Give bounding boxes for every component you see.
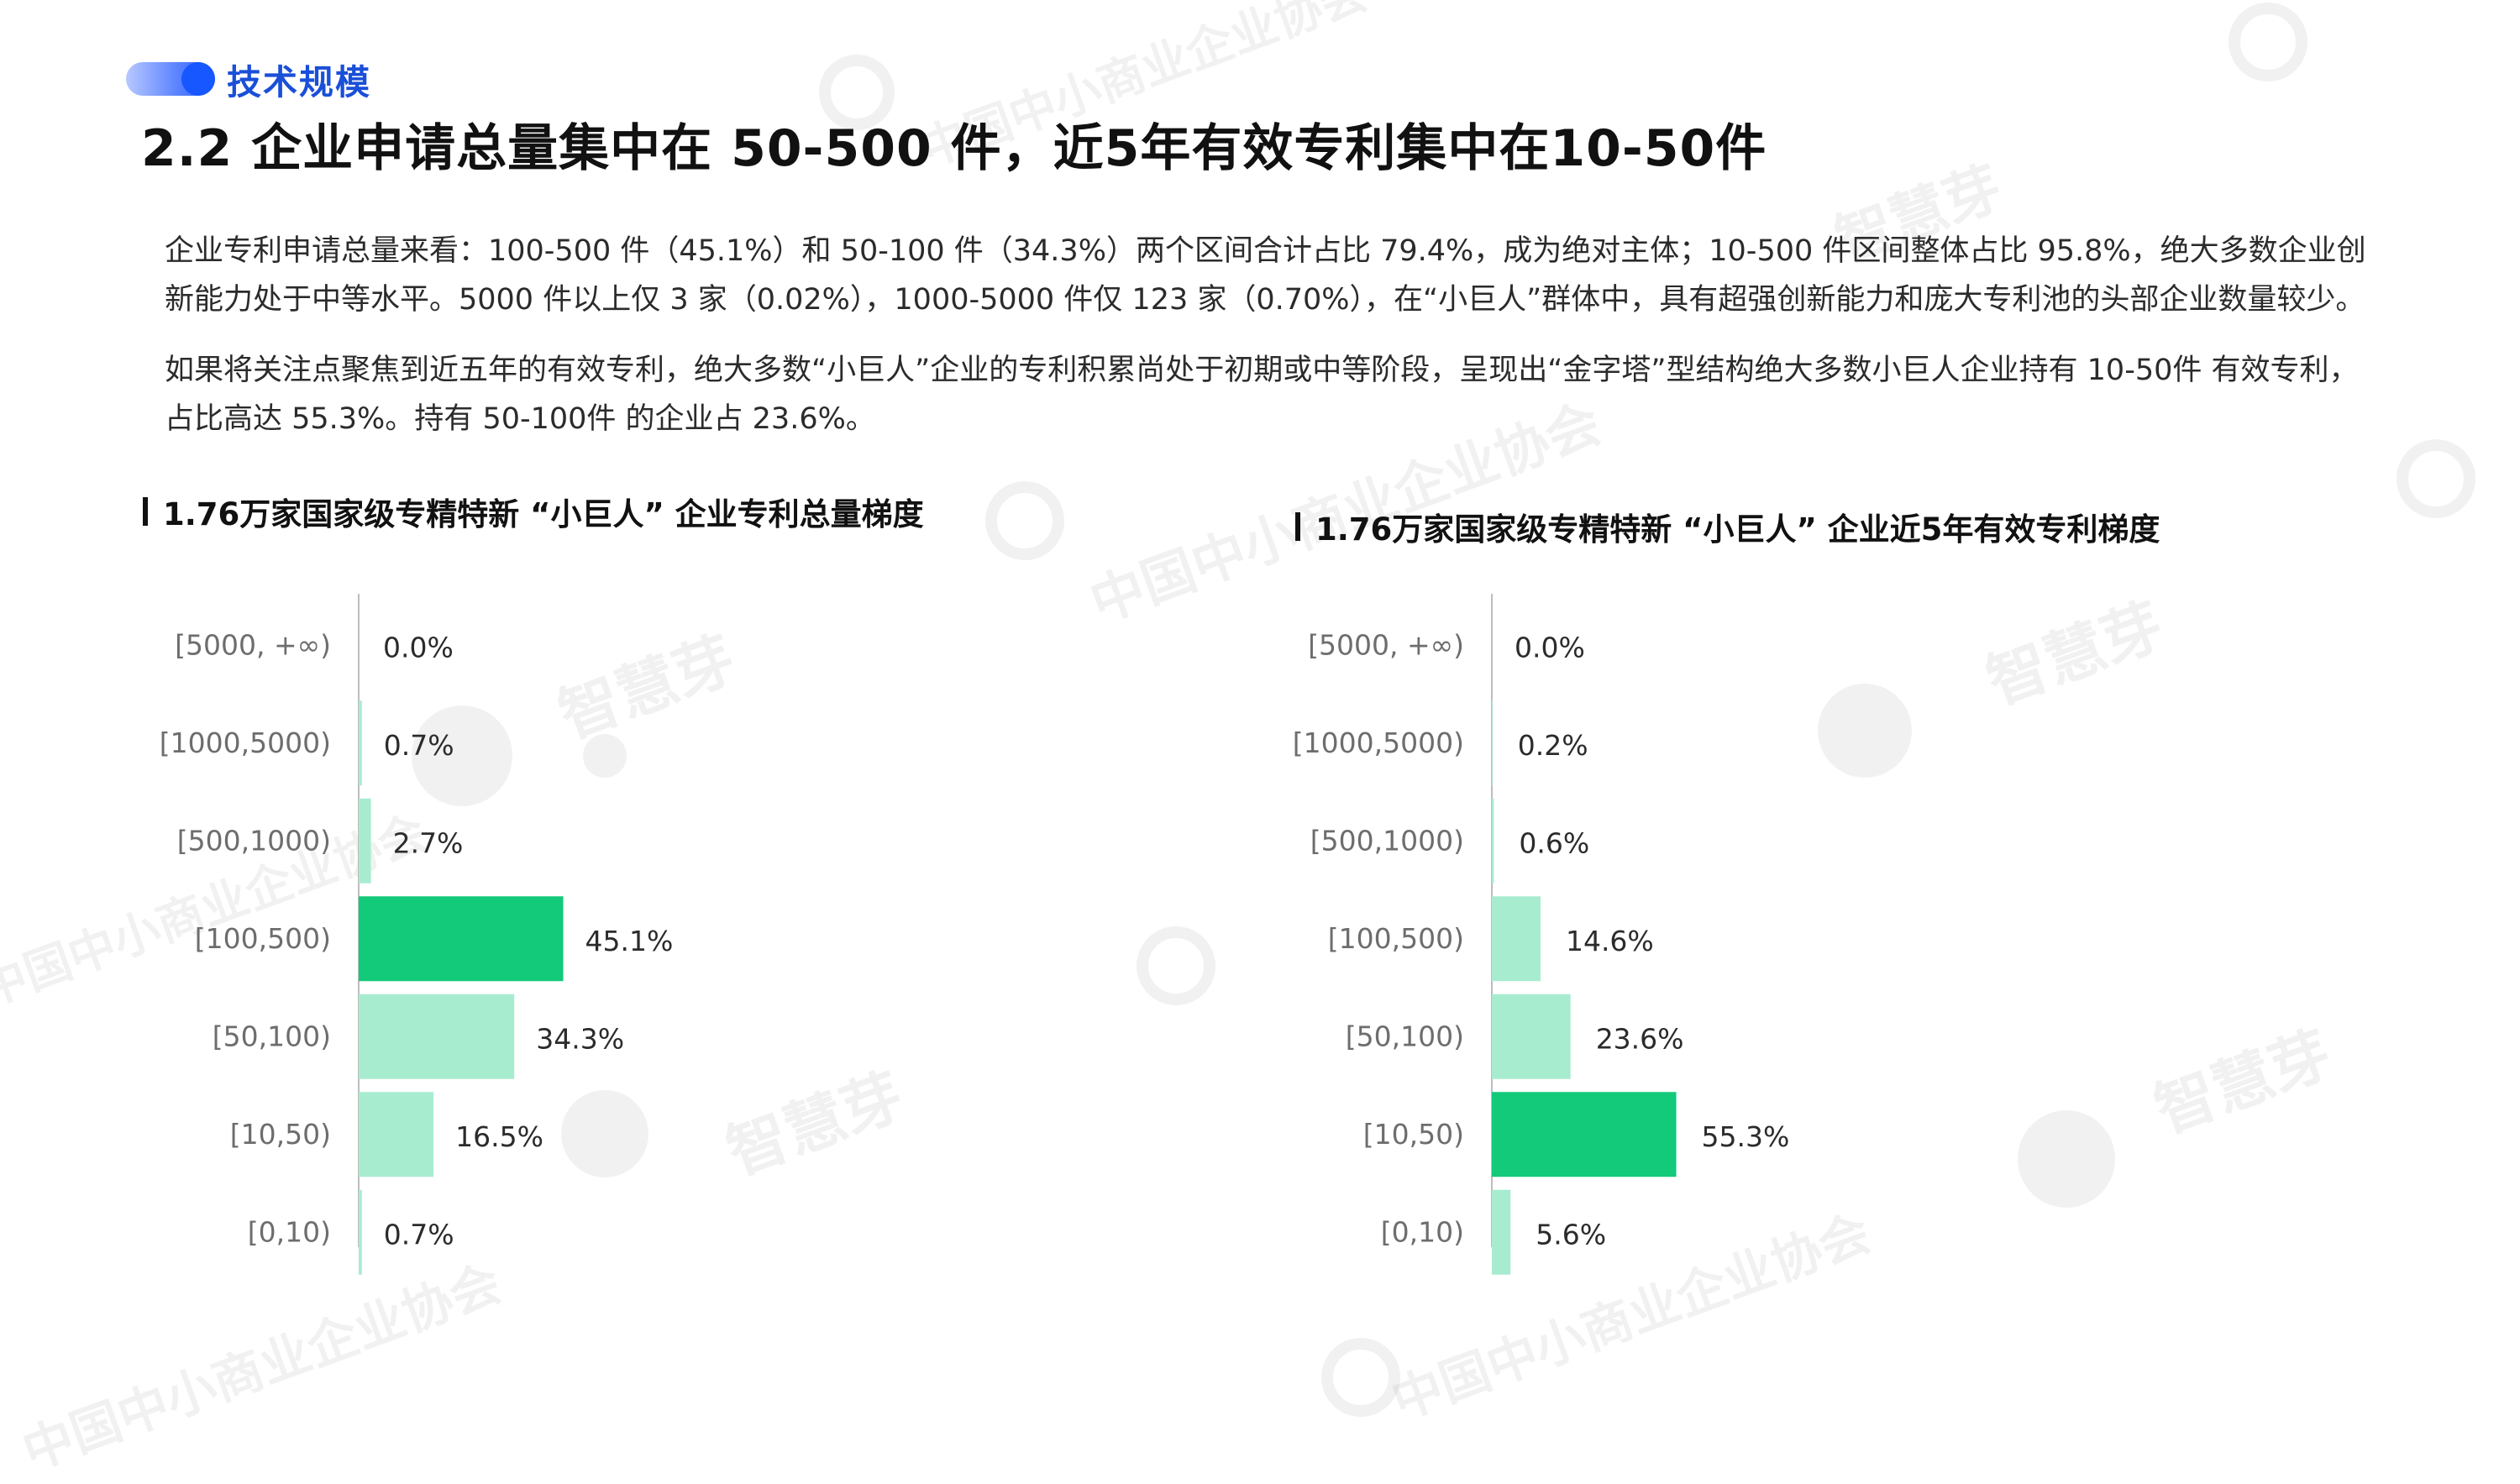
chart-1-bar (359, 896, 564, 982)
summary-paragraph-1: 企业专利申请总量来看：100-500 件（45.1%）和 50-100 件（34… (165, 234, 2366, 317)
chart-1-title: 1.76万家国家级专精特新 “小巨人” 企业专利总量梯度 (143, 489, 924, 534)
chart-1-tick-label: [0,10) (248, 1215, 331, 1248)
chart-1-title-text: 1.76万家国家级专精特新 “小巨人” 企业专利总量梯度 (163, 496, 924, 532)
chart-1-tick-label: [500,1000) (177, 824, 331, 857)
chart-1-data-label: 0.7% (384, 1218, 454, 1251)
chart-1-bar (359, 1189, 362, 1275)
chart-1-data-label: 16.5% (455, 1120, 543, 1153)
chart-2-data-label: 23.6% (1596, 1022, 1684, 1055)
chart-2-title: 1.76万家国家级专精特新 “小巨人” 企业近5年有效专利梯度 (1295, 504, 2160, 549)
chart-2-bar (1492, 994, 1571, 1079)
chart-1-data-label: 45.1% (585, 925, 674, 957)
chart-1-data-label: 34.3% (536, 1022, 624, 1055)
chart-1-data-label: 0.0% (383, 631, 454, 663)
chart-1-bar (359, 798, 371, 884)
title-marker-icon (1295, 512, 1300, 541)
chart-2-title-text: 1.76万家国家级专精特新 “小巨人” 企业近5年有效专利梯度 (1315, 511, 2160, 548)
chart-1-tick-label: [100,500) (195, 922, 331, 955)
chart-2-tick-label: [0,10) (1381, 1215, 1464, 1248)
chart-2-tick-label: [10,50) (1363, 1118, 1464, 1151)
chart-1-tick-label: [1000,5000) (160, 726, 331, 759)
chart-2-bar (1492, 798, 1494, 884)
title-marker-icon (143, 497, 148, 526)
chart-1-tick-label: [5000, +∞) (175, 628, 331, 661)
chart-1-data-label: 0.7% (384, 729, 454, 762)
chart-2-data-label: 0.6% (1519, 826, 1589, 859)
chart-2-bar (1492, 896, 1541, 982)
section-label: 技术规模 (227, 62, 371, 102)
chart-1-tick-label: [10,50) (230, 1118, 331, 1151)
chart-2-bar (1492, 1092, 1677, 1177)
chart-2-tick-label: [500,1000) (1310, 824, 1464, 857)
chart-1-bar (359, 994, 515, 1079)
chart-2-data-label: 0.0% (1515, 631, 1585, 663)
chart-2-data-label: 14.6% (1566, 925, 1654, 957)
section-pill-icon (126, 62, 215, 96)
chart-1-data-label: 2.7% (393, 826, 464, 859)
chart-1-bar (359, 1092, 434, 1177)
charts-canvas: [5000, +∞) 0.0% [1000,5000) 0.7% [500,1000) 2… (160, 594, 1790, 1275)
section-tag: 技术规模 (126, 57, 371, 102)
page-title: 2.2 企业申请总量集中在 50-500 件，近5年有效专利集中在10-50件 (141, 119, 1767, 178)
chart-2-data-label: 5.6% (1536, 1218, 1606, 1251)
chart-2-data-label: 0.2% (1518, 729, 1588, 762)
chart-1-bar (359, 700, 362, 786)
chart-2-tick-label: [5000, +∞) (1308, 628, 1464, 661)
chart-2-tick-label: [50,100) (1346, 1020, 1464, 1052)
chart-2-data-label: 55.3% (1702, 1120, 1790, 1153)
chart-2-bar (1492, 700, 1493, 786)
chart-1-tick-label: [50,100) (213, 1020, 331, 1052)
chart-2-tick-label: [100,500) (1328, 922, 1464, 955)
chart-2-tick-label: [1000,5000) (1293, 726, 1464, 759)
summary-paragraph-2: 如果将关注点聚焦到近五年的有效专利，绝大多数“小巨人”企业的专利积累尚处于初期或… (165, 354, 2359, 436)
chart-2-bar (1492, 1189, 1511, 1275)
